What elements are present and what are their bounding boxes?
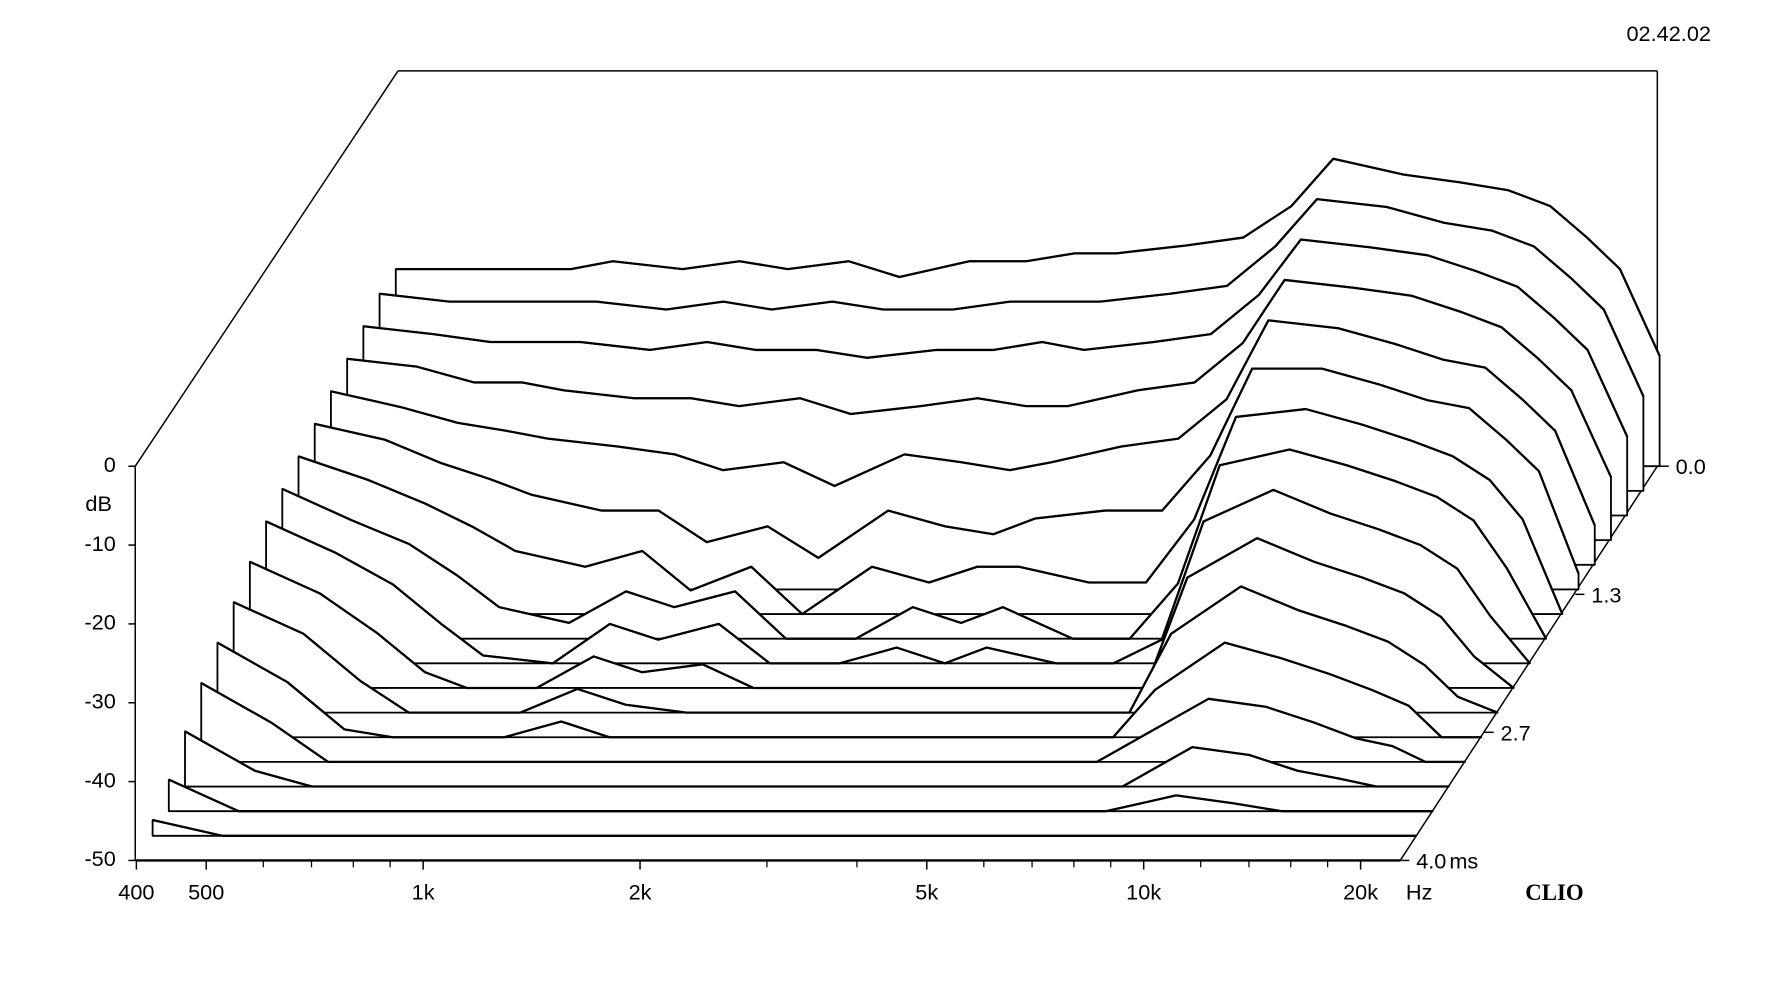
slice-curve [298, 407, 1564, 616]
slice-curve [249, 537, 1515, 690]
z-unit: ms [1449, 848, 1478, 873]
z-tick-label: 1.3 [1591, 582, 1621, 607]
z-tick-label: 0.0 [1676, 454, 1706, 479]
x-tick-label: 500 [188, 879, 224, 904]
y-tick-label: -40 [84, 767, 115, 792]
x-tick-label: 400 [118, 879, 154, 904]
x-tick-label: 1k [412, 879, 435, 904]
slice-curve [314, 367, 1580, 575]
slice-curve [233, 585, 1498, 714]
slice-curve [379, 197, 1645, 397]
brand: CLIO [1525, 880, 1583, 905]
y-tick-label: -20 [84, 610, 115, 635]
y-tick-label: 0 [104, 452, 116, 477]
slice-curve [363, 238, 1629, 438]
slice-mask [151, 819, 1418, 837]
slice-curve [168, 778, 1433, 813]
x-unit: Hz [1406, 879, 1433, 904]
slice-curve [330, 319, 1596, 526]
slice-curve [152, 818, 1417, 837]
z-tick-label: 2.7 [1501, 720, 1531, 745]
y-axis-label: dB [85, 491, 112, 516]
timestamp: 02.42.02 [1627, 21, 1711, 46]
slice-curve [216, 641, 1482, 739]
slice-curve [347, 278, 1613, 478]
x-tick-label: 5k [915, 879, 938, 904]
y-tick-label: -50 [84, 846, 115, 871]
y-tick-label: -10 [84, 531, 115, 556]
slice-curve [200, 682, 1466, 764]
x-tick-label: 2k [629, 879, 652, 904]
x-tick-label: 10k [1126, 879, 1161, 904]
slice-curve [395, 157, 1661, 357]
frame-edge [134, 70, 399, 467]
z-tick-label: 4.0 [1416, 848, 1446, 873]
slice-curve [281, 448, 1548, 640]
slice-curve [184, 730, 1449, 788]
slice-curve [265, 488, 1531, 665]
y-tick-label: -30 [84, 688, 115, 713]
x-tick-label: 20k [1343, 879, 1378, 904]
